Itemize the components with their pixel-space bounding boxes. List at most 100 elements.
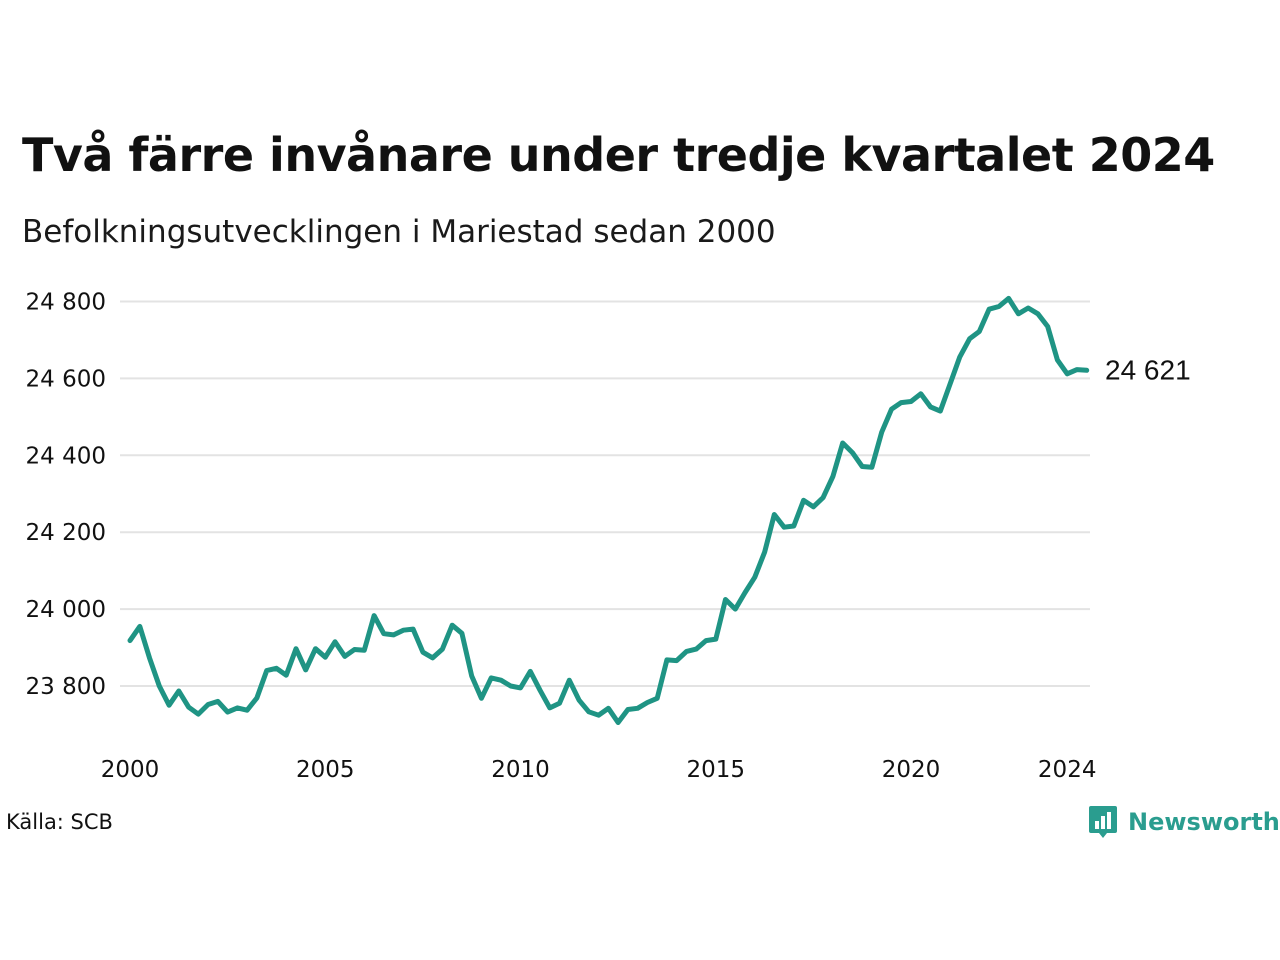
y-axis-tick-labels: 23 800 24 000 24 200 24 400 24 600 24 800 bbox=[26, 290, 106, 701]
data-point bbox=[802, 498, 806, 502]
data-point bbox=[684, 649, 688, 653]
data-point bbox=[362, 648, 366, 652]
data-point bbox=[226, 710, 230, 714]
y-tick-label: 24 000 bbox=[26, 597, 106, 623]
data-point bbox=[421, 650, 425, 654]
data-point bbox=[460, 631, 464, 635]
data-point bbox=[1085, 368, 1089, 372]
y-tick-label: 24 200 bbox=[26, 520, 106, 546]
data-point bbox=[489, 676, 493, 680]
data-point bbox=[1065, 372, 1069, 376]
data-point bbox=[470, 674, 474, 678]
y-tick-label: 24 400 bbox=[26, 443, 106, 469]
data-point bbox=[811, 505, 815, 509]
data-point bbox=[655, 696, 659, 700]
data-point bbox=[138, 624, 142, 628]
data-point bbox=[313, 647, 317, 651]
data-point bbox=[548, 706, 552, 710]
data-point bbox=[929, 405, 933, 409]
data-point bbox=[733, 607, 737, 611]
data-point bbox=[938, 409, 942, 413]
data-point bbox=[1036, 312, 1040, 316]
data-point bbox=[440, 647, 444, 651]
data-point bbox=[841, 441, 845, 445]
data-point bbox=[587, 710, 591, 714]
data-point bbox=[870, 465, 874, 469]
data-point bbox=[782, 525, 786, 529]
data-point bbox=[968, 337, 972, 341]
data-point bbox=[567, 678, 571, 682]
data-point bbox=[216, 699, 220, 703]
data-point bbox=[743, 591, 747, 595]
y-tick-label: 24 800 bbox=[26, 290, 106, 316]
data-point bbox=[499, 678, 503, 682]
x-tick-label: 2010 bbox=[491, 757, 550, 783]
data-point bbox=[665, 658, 669, 662]
data-point bbox=[899, 401, 903, 405]
data-point bbox=[919, 392, 923, 396]
data-point bbox=[177, 689, 181, 693]
chart-title: Två färre invånare under tredje kvartale… bbox=[22, 128, 1215, 182]
data-point bbox=[411, 627, 415, 631]
data-point bbox=[206, 702, 210, 706]
data-points bbox=[128, 296, 1089, 724]
data-point bbox=[831, 474, 835, 478]
data-point bbox=[1046, 324, 1050, 328]
data-point bbox=[997, 304, 1001, 308]
data-point bbox=[1016, 312, 1020, 316]
data-point bbox=[187, 705, 191, 709]
data-point bbox=[860, 464, 864, 468]
data-point bbox=[128, 639, 132, 643]
data-point bbox=[1007, 296, 1011, 300]
data-point bbox=[792, 524, 796, 528]
data-point bbox=[401, 628, 405, 632]
data-point bbox=[889, 407, 893, 411]
data-point bbox=[958, 355, 962, 359]
x-tick-label: 2015 bbox=[686, 757, 745, 783]
data-point bbox=[274, 666, 278, 670]
data-point bbox=[519, 686, 523, 690]
gridlines bbox=[120, 300, 1090, 687]
data-point bbox=[479, 696, 483, 700]
data-point bbox=[606, 706, 610, 710]
data-point bbox=[509, 684, 513, 688]
data-point bbox=[157, 684, 161, 688]
data-point bbox=[450, 623, 454, 627]
data-point bbox=[821, 496, 825, 500]
data-point bbox=[577, 698, 581, 702]
data-point bbox=[645, 701, 649, 705]
data-point bbox=[704, 639, 708, 643]
data-point bbox=[235, 706, 239, 710]
data-point bbox=[753, 575, 757, 579]
data-point bbox=[977, 329, 981, 333]
data-point bbox=[675, 659, 679, 663]
x-tick-label: 2024 bbox=[1038, 757, 1097, 783]
data-point bbox=[294, 647, 298, 651]
data-point bbox=[850, 451, 854, 455]
data-point bbox=[1055, 358, 1059, 362]
bar-chart-logo-icon bbox=[1089, 806, 1117, 838]
data-point bbox=[724, 597, 728, 601]
data-point bbox=[772, 513, 776, 517]
data-point bbox=[948, 382, 952, 386]
data-point bbox=[528, 669, 532, 673]
data-point bbox=[763, 550, 767, 554]
x-tick-label: 2020 bbox=[882, 757, 941, 783]
data-point bbox=[597, 713, 601, 717]
data-point bbox=[714, 637, 718, 641]
chart-subtitle: Befolkningsutvecklingen i Mariestad seda… bbox=[22, 214, 776, 250]
x-tick-label: 2005 bbox=[296, 757, 355, 783]
x-tick-label: 2000 bbox=[101, 757, 160, 783]
data-point bbox=[626, 707, 630, 711]
data-point bbox=[558, 701, 562, 705]
data-point bbox=[323, 655, 327, 659]
data-point bbox=[196, 712, 200, 716]
end-value-label: 24 621 bbox=[1105, 354, 1191, 385]
data-point bbox=[616, 721, 620, 725]
newsworthy-logo[interactable]: Newsworthy bbox=[1088, 804, 1280, 840]
data-point bbox=[353, 647, 357, 651]
source-note: Källa: SCB bbox=[6, 810, 113, 834]
data-point bbox=[148, 656, 152, 660]
data-point bbox=[255, 696, 259, 700]
data-point bbox=[636, 706, 640, 710]
